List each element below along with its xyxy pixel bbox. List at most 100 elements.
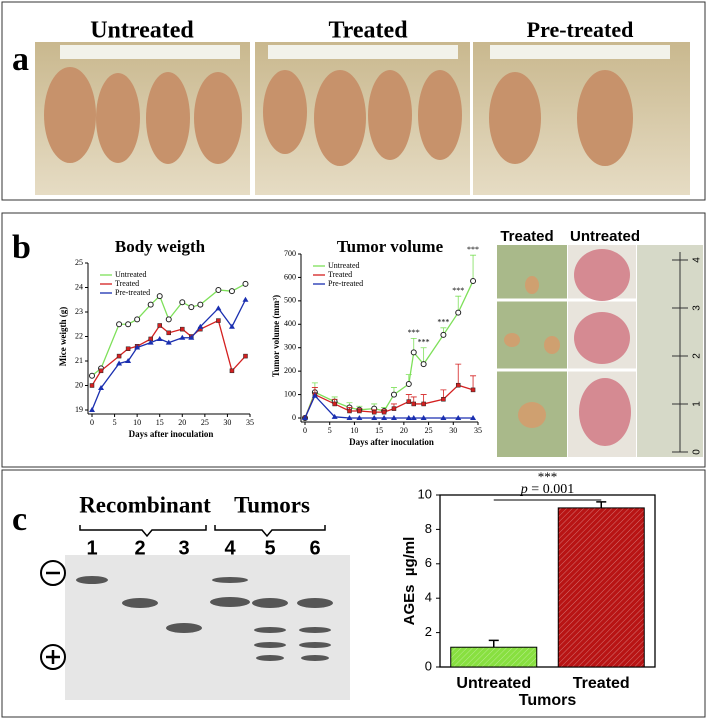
y-tick-label: 10 [418,486,432,501]
p-symbol: p [520,482,528,497]
y-tick-label: 500 [284,296,296,305]
marker [156,293,163,300]
marker [166,330,171,336]
lane-label: 5 [264,537,275,559]
marker [188,304,195,311]
y-tick-label: 0 [425,658,432,673]
marker [440,415,447,420]
marker [357,408,362,414]
chart-title: Tumor volume [337,237,444,256]
marker [89,383,95,388]
marker [215,305,222,311]
legend-label: Pre-treated [115,288,150,297]
x-tick-label: 30 [449,426,457,435]
x-tick-label: 5 [328,426,332,435]
marker [455,415,462,420]
y-tick-label: 4 [425,590,432,605]
marker [331,413,338,419]
y-tick-label: 6 [425,555,432,570]
x-tick-label: 10 [350,426,358,435]
lane-label: 2 [134,537,145,559]
legend-label: Untreated [115,270,147,279]
marker [215,286,222,293]
gel-group: Tumors [234,492,310,517]
legend-label: Treated [115,279,139,288]
x-tick-label: 0 [90,418,94,427]
y-tick-label: 2 [425,624,432,639]
marker [134,344,141,350]
series-line [91,319,246,386]
y-tick-label: 23 [75,307,83,316]
legend-label: Pre-treated [328,279,363,288]
marker [242,280,249,287]
x-tick-label: 20 [178,418,186,427]
y-tick-label: 21 [75,356,83,365]
significance: *** [452,286,464,295]
series-line [91,283,246,377]
marker [470,387,476,393]
y-tick-label: 700 [284,249,296,258]
plot-frame [439,494,656,668]
marker [98,368,104,374]
legend-label: Treated [328,270,352,279]
x-tick-label: 15 [156,418,164,427]
x-tick-label: Untreated [456,675,531,692]
marker [197,301,204,308]
marker [371,409,377,415]
x-tick-label: 30 [223,418,231,427]
x-tick-label: Treated [573,675,630,692]
marker [470,277,477,284]
y-axis-label: Tumor volume (mm³) [271,295,281,377]
marker [420,415,427,420]
marker [311,392,318,398]
marker [347,408,352,414]
y-tick-label: 20 [75,380,83,389]
lane-label: 1 [86,537,97,559]
x-axis-label: Days after inoculation [129,429,214,439]
panel-label: c [12,501,27,538]
series-line [304,394,474,419]
marker [125,346,131,351]
marker [410,349,417,356]
gel-group: Recombinant [79,492,211,517]
legend-label: Untreated [328,261,360,270]
marker [180,326,185,332]
p-text: = 0.001 [531,482,574,497]
marker [228,323,235,329]
x-tick-label: 5 [113,418,117,427]
significance: *** [408,328,420,337]
marker [406,399,412,404]
y-tick-label: 0 [292,413,296,422]
y-tick-label: 8 [425,521,432,536]
marker [410,415,417,420]
marker [302,415,308,420]
bar [450,646,538,668]
y-tick-label: 400 [284,319,296,328]
marker [125,358,132,363]
y-axis-label: Mice weigth (g) [58,307,68,366]
marker [157,323,162,328]
panel-label: a [12,41,29,78]
marker [381,409,387,415]
marker [116,353,122,359]
bar [557,507,645,668]
group-label: Untreated [90,18,194,44]
y-tick-label: 19 [75,405,83,414]
lane-label: 4 [224,537,236,559]
significance: *** [418,338,430,347]
marker [470,415,477,420]
marker [405,381,412,388]
x-tick-label: 35 [474,426,482,435]
photo [35,42,690,195]
marker [228,288,235,295]
error-bar [488,639,499,648]
lane-label: 6 [309,537,320,559]
y-axis-label: AGEs µg/ml [401,537,418,626]
photo-label: Untreated [570,228,640,245]
ruler-label: 1 [692,401,703,407]
panel-label: b [12,229,31,266]
marker [165,316,172,323]
chart-title: Body weigth [115,237,206,256]
error-bar [470,254,477,281]
lane-label: 3 [178,537,189,559]
